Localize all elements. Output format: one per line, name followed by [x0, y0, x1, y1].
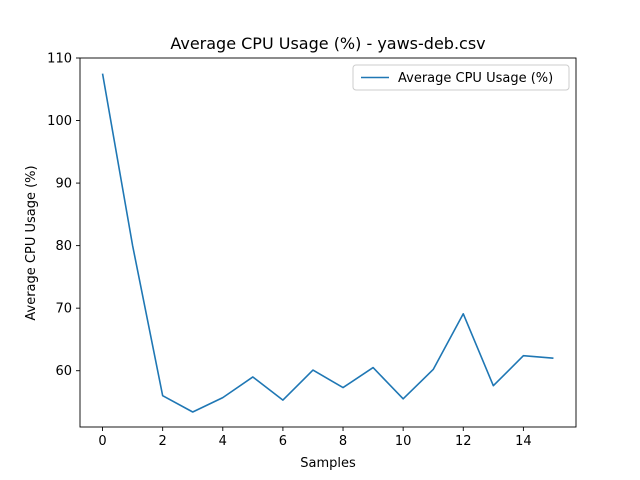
x-tick-label: 2	[159, 434, 167, 449]
axes-frame	[79, 57, 577, 428]
series-line-0	[101, 73, 554, 413]
x-axis-label: Samples	[300, 456, 356, 471]
x-tick-label: 8	[339, 434, 347, 449]
y-axis-label: Average CPU Usage (%)	[24, 165, 39, 320]
chart-title: Average CPU Usage (%) - yaws-deb.csv	[170, 34, 485, 53]
legend-label-0: Average CPU Usage (%)	[398, 71, 553, 86]
y-tick-label: 60	[55, 364, 72, 379]
plot-area: 0 2 4 6 8 10 12 14 60 70 80 90 100 110 Average CPU Usa…	[47, 52, 577, 449]
legend-box	[352, 64, 570, 91]
x-tick-label: 12	[455, 434, 472, 449]
x-tick-label: 0	[98, 434, 106, 449]
x-tick-label: 4	[219, 434, 227, 449]
y-tick-label: 100	[47, 114, 72, 129]
y-tick-label: 110	[47, 52, 72, 67]
y-tick-label: 90	[55, 177, 72, 192]
x-tick-label: 10	[395, 434, 412, 449]
y-tick-label: 80	[55, 239, 72, 254]
x-tick-label: 6	[279, 434, 287, 449]
y-tick-label: 70	[55, 302, 72, 317]
x-tick-label: 14	[515, 434, 532, 449]
